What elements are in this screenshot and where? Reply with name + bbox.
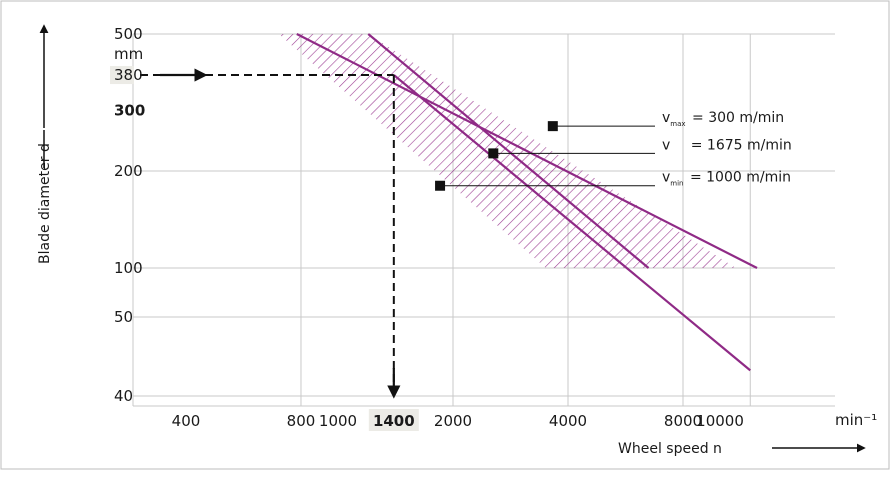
y-axis-title: Blade diameter d	[37, 143, 53, 264]
y-tick-labels: 500 380 300 200 100 50 40	[110, 25, 145, 405]
y-tick-label: 500	[114, 25, 143, 43]
y-tick-label: 380	[114, 66, 143, 84]
annotation-label: vmin = 1000 m/min	[662, 170, 791, 188]
x-tick-label: 1000	[319, 412, 357, 430]
y-tick-label: 50	[114, 308, 133, 326]
x-tick-highlight	[368, 409, 419, 431]
speed-lines	[296, 33, 758, 372]
y-tick-label: 300	[114, 101, 145, 119]
line-vmin	[296, 33, 758, 269]
annotation-marker	[547, 121, 558, 132]
line-annotations: vmax = 300 m/min v = 1675 m/min vmin = 100…	[435, 110, 792, 191]
line-v	[393, 74, 751, 372]
x-tick-label: 1400	[373, 412, 415, 430]
annotation-label: vmax = 300 m/min	[662, 110, 784, 128]
y-tick-label: 40	[114, 387, 133, 405]
x-tick-label: 10000	[696, 412, 744, 430]
x-axis-title: Wheel speed n	[618, 441, 722, 457]
annotation-marker	[435, 180, 446, 191]
x-tick-label: 8000	[664, 412, 702, 430]
y-tick-highlight	[110, 66, 134, 85]
x-tick-label: 400	[172, 412, 201, 430]
x-tick-label: 2000	[434, 412, 472, 430]
x-tick-label: 800	[287, 412, 316, 430]
y-tick-label: 100	[114, 259, 143, 277]
y-unit-label: mm	[114, 45, 143, 63]
y-tick-label: 200	[114, 162, 143, 180]
x-tick-label: 4000	[549, 412, 587, 430]
line-vmax	[367, 33, 650, 269]
annotation-marker	[488, 148, 499, 159]
x-unit-label: min⁻¹	[835, 411, 877, 429]
example-guides	[140, 68, 401, 399]
annotation-label: v = 1675 m/min	[662, 137, 792, 155]
grid-lines	[132, 33, 835, 407]
